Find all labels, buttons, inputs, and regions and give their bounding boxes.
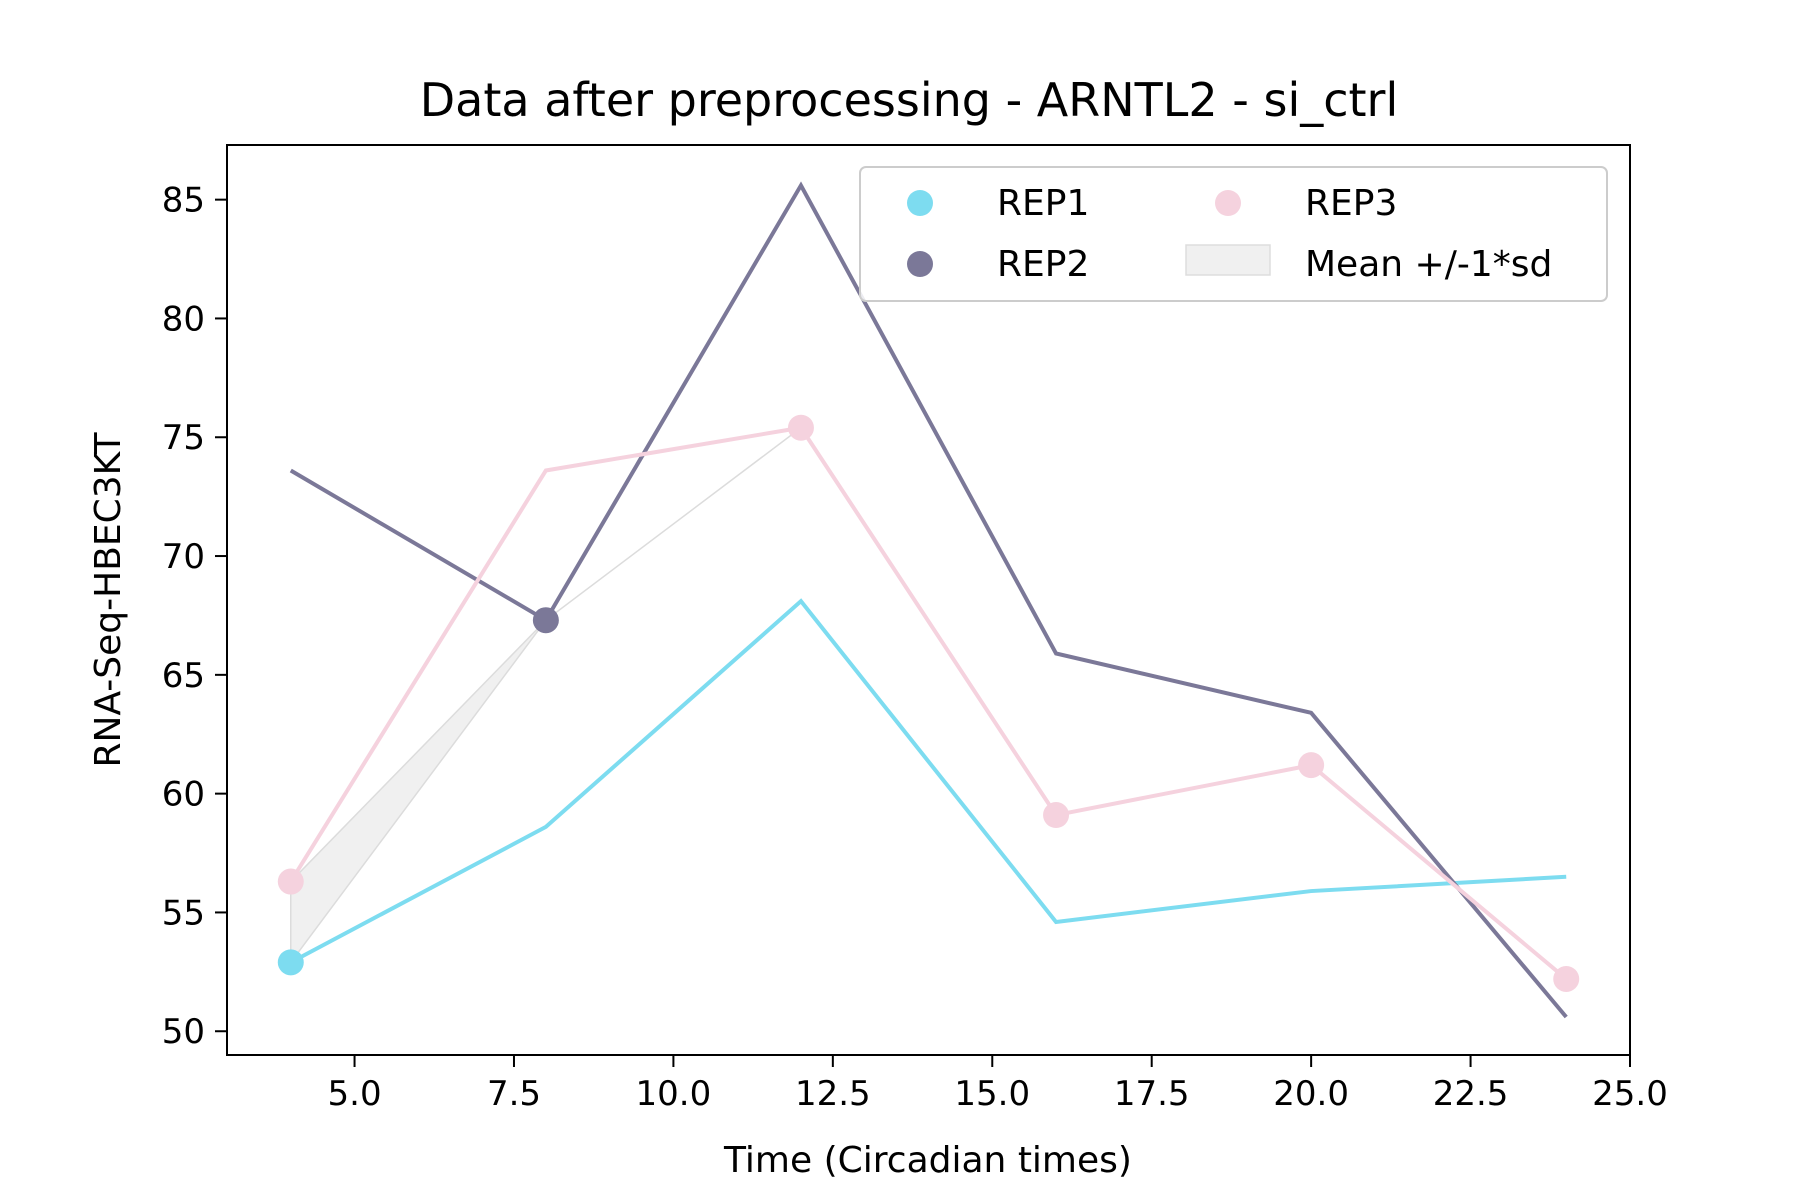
- x-tick-label: 15.0: [954, 1074, 1030, 1114]
- x-tick-label: 12.5: [795, 1074, 871, 1114]
- band-mean-1-sd: [290, 427, 802, 965]
- legend-label-rep2: REP2: [997, 244, 1089, 285]
- x-axis-title: Time (Circadian times): [723, 1140, 1132, 1181]
- y-tick-label: 60: [162, 775, 205, 815]
- legend-frame: [859, 166, 1608, 302]
- x-tick-label: 7.5: [487, 1074, 541, 1114]
- series-line-rep3: [289, 425, 1568, 981]
- x-tick-label: 22.5: [1433, 1074, 1509, 1114]
- legend-label-rep3: REP3: [1305, 183, 1397, 224]
- point-rep3-t24: [1553, 965, 1580, 992]
- x-axis: 5.0 7.5 10.0 12.5 15.0 17.5 20.0 22.5 25.0: [328, 1055, 1668, 1114]
- y-axis-title: RNA-Seq-HBEC3KT: [88, 432, 129, 768]
- x-tick-label: 20.0: [1273, 1074, 1349, 1114]
- plot-frame: [226, 144, 1631, 1056]
- x-tick-label: 25.0: [1592, 1074, 1668, 1114]
- legend-marker-rep2: [907, 251, 933, 277]
- point-rep3-t12: [787, 414, 814, 441]
- y-tick-label: 55: [162, 893, 205, 933]
- y-tick-label: 50: [162, 1012, 205, 1052]
- chart-title: Data after preprocessing - ARNTL2 - si_c…: [420, 73, 1399, 127]
- y-tick-label: 75: [162, 418, 205, 458]
- point-rep1-t4: [277, 949, 304, 976]
- point-rep3-t16: [1043, 802, 1070, 829]
- point-rep3-t4: [277, 868, 304, 895]
- y-tick-label: 65: [162, 656, 205, 696]
- legend-swatch-mean-sd: [1185, 244, 1271, 276]
- x-tick-label: 17.5: [1114, 1074, 1190, 1114]
- legend-label-rep1: REP1: [997, 183, 1089, 224]
- series-line-rep2: [289, 181, 1568, 1019]
- plot-area: [277, 181, 1580, 1019]
- point-rep2-t8: [532, 607, 559, 634]
- series-line-rep1: [289, 598, 1567, 965]
- x-tick-label: 10.0: [636, 1074, 712, 1114]
- y-tick-label: 70: [162, 537, 205, 577]
- y-tick-label: 85: [162, 181, 205, 221]
- point-rep3-t20: [1298, 752, 1325, 779]
- legend-marker-rep1: [907, 190, 933, 216]
- y-tick-label: 80: [162, 299, 205, 339]
- legend: REP1 REP2 REP3 Mean +/-1*sd: [859, 166, 1608, 302]
- y-axis: 50 55 60 65 70 75 80 85: [162, 181, 227, 1052]
- legend-marker-rep3: [1215, 190, 1241, 216]
- x-tick-label: 5.0: [328, 1074, 382, 1114]
- legend-label-mean-sd: Mean +/-1*sd: [1305, 244, 1552, 285]
